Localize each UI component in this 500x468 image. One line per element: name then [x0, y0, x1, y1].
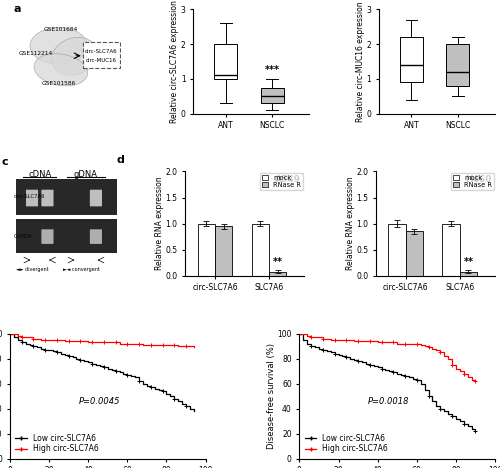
- PathPatch shape: [260, 88, 284, 103]
- Legend: mock, RNase R: mock, RNase R: [450, 173, 494, 190]
- Text: GSE101684: GSE101684: [44, 27, 78, 32]
- Text: H460: H460: [465, 175, 491, 183]
- FancyBboxPatch shape: [90, 190, 102, 206]
- Text: GAPDH: GAPDH: [14, 234, 32, 239]
- Y-axis label: Relative circ-SLC7A6 expression: Relative circ-SLC7A6 expression: [170, 0, 179, 123]
- Text: a: a: [14, 5, 22, 15]
- Text: ***: ***: [264, 65, 280, 75]
- FancyBboxPatch shape: [42, 190, 54, 206]
- Y-axis label: Relative RNA expression: Relative RNA expression: [346, 177, 354, 271]
- Text: **: **: [464, 257, 473, 267]
- Text: GSE112214: GSE112214: [18, 51, 53, 56]
- Ellipse shape: [52, 37, 98, 75]
- Bar: [16, 219, 117, 253]
- Bar: [269, 271, 286, 276]
- Text: ◄► divergent: ◄► divergent: [16, 267, 48, 272]
- FancyBboxPatch shape: [42, 229, 54, 244]
- Text: d: d: [116, 155, 124, 165]
- Y-axis label: Relative circ-MUC16 expression: Relative circ-MUC16 expression: [356, 1, 365, 122]
- Bar: [252, 224, 269, 276]
- PathPatch shape: [446, 44, 469, 86]
- Text: ►◄ convergent: ►◄ convergent: [63, 267, 100, 272]
- Bar: [215, 226, 232, 276]
- Text: c: c: [1, 157, 8, 167]
- Bar: [16, 179, 117, 215]
- Legend: Low circ-SLC7A6, High circ-SLC7A6: Low circ-SLC7A6, High circ-SLC7A6: [14, 432, 100, 455]
- FancyBboxPatch shape: [26, 190, 38, 206]
- Text: circ-SLC7A6: circ-SLC7A6: [85, 49, 118, 53]
- PathPatch shape: [400, 37, 423, 82]
- Ellipse shape: [34, 54, 88, 86]
- Text: P=0.0045: P=0.0045: [78, 396, 120, 406]
- Bar: [198, 224, 215, 276]
- Text: GSE101586: GSE101586: [42, 81, 76, 86]
- Bar: [442, 224, 460, 276]
- Bar: [388, 224, 406, 276]
- Text: b: b: [118, 0, 126, 1]
- FancyBboxPatch shape: [83, 42, 120, 68]
- FancyBboxPatch shape: [90, 229, 102, 244]
- Text: circ-MUC16: circ-MUC16: [86, 58, 117, 63]
- Ellipse shape: [30, 28, 88, 64]
- Y-axis label: Relative RNA expression: Relative RNA expression: [155, 177, 164, 271]
- Text: gDNA: gDNA: [74, 170, 98, 179]
- Text: **: **: [273, 257, 283, 267]
- Y-axis label: Disease-free survival (%): Disease-free survival (%): [267, 343, 276, 449]
- Text: A549: A549: [275, 175, 301, 183]
- PathPatch shape: [214, 44, 238, 79]
- Bar: [406, 231, 423, 276]
- Text: P=0.0018: P=0.0018: [368, 396, 410, 406]
- Text: cDNA: cDNA: [28, 170, 52, 179]
- Bar: [460, 271, 477, 276]
- Legend: mock, RNase R: mock, RNase R: [260, 173, 304, 190]
- Legend: Low circ-SLC7A6, High circ-SLC7A6: Low circ-SLC7A6, High circ-SLC7A6: [304, 432, 390, 455]
- Text: circ-SLC7A6: circ-SLC7A6: [14, 194, 45, 199]
